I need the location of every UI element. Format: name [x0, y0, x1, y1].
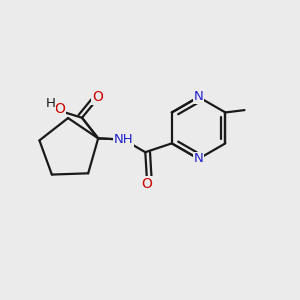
Text: N: N	[194, 152, 203, 165]
Text: N: N	[194, 91, 203, 103]
Text: H: H	[45, 97, 55, 110]
Text: O: O	[141, 177, 152, 191]
Text: O: O	[54, 102, 65, 116]
Text: NH: NH	[113, 133, 133, 146]
Text: O: O	[92, 90, 103, 104]
